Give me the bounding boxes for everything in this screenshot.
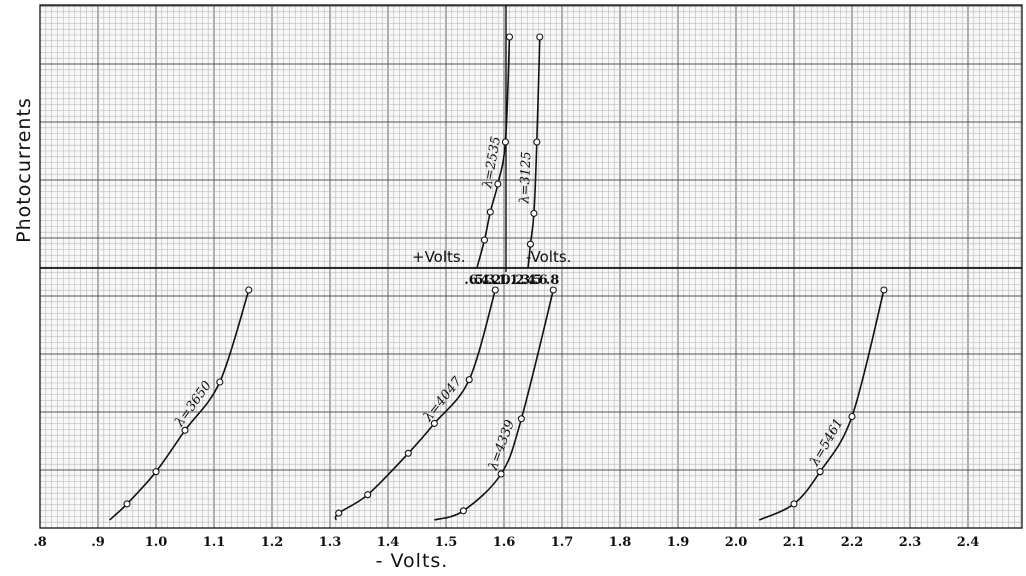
data-point [880,286,888,294]
lower-tick-label: .9 [91,535,105,550]
plot-background [40,5,1022,528]
data-point [533,138,541,146]
data-point [501,138,509,146]
upper-tick-label: .5 [528,273,542,288]
data-point [459,507,467,515]
upper-tick-label: .2 [488,273,502,288]
data-point [549,286,557,294]
upper-tick-label: .6 [464,273,478,288]
series-label: λ=3125 [517,151,534,205]
lower-tick-label: 1.5 [435,535,458,550]
tick-labels: .6.5.4.3.2.10.1.2.3.4.5.6.8.8.9 1.0 1.1 1.2… [33,273,979,550]
lower-tick-label: 1.6 [493,535,516,550]
lower-tick-label: 2.1 [783,535,806,550]
lower-tick-label: 1.2 [261,535,284,550]
upper-tick-label: .3 [482,273,496,288]
lower-tick-label: 2.3 [899,535,922,550]
lower-tick-label: 2.4 [957,535,980,550]
data-point [480,236,489,244]
data-point [491,286,499,294]
upper-tick-label: .3 [517,273,531,288]
data-points [123,33,888,517]
data-point [505,33,514,41]
lower-tick-label: 1.4 [377,535,400,550]
upper-tick-label: .6 [534,273,548,288]
upper-tick-label: .2 [511,273,525,288]
data-point [790,500,798,508]
minus-volts-label: -Volts. [526,248,571,266]
data-point [494,180,502,188]
lower-tick-label: 1.1 [203,535,226,550]
upper-tick-label: .4 [522,273,536,288]
data-point [536,33,544,41]
data-point [404,449,412,457]
series-line [527,36,541,269]
y-axis-title: Photocurrents [13,97,35,243]
data-point [465,376,473,384]
data-point [430,419,438,427]
lower-tick-label: 1.9 [667,535,690,550]
plus-volts-label: +Volts. [412,248,465,266]
data-point [245,286,253,294]
data-point [123,500,131,508]
data-point [848,412,856,421]
lower-tick-label: 1.7 [551,535,574,550]
lower-tick-label: 1.3 [319,535,342,550]
plot-frame [39,4,1023,529]
upper-tick-label: .1 [493,273,507,288]
lower-tick-label: 2.2 [841,535,864,550]
data-point [497,470,505,478]
lower-tick-label: 2.0 [725,535,748,550]
upper-tick-label: .4 [476,273,490,288]
upper-tick-label: 0 [501,273,510,288]
data-point [152,468,160,476]
upper-tick-label: .8 [546,273,560,288]
data-point [530,209,538,217]
data-point [816,468,824,476]
series-line [758,289,885,521]
x-axis-title: - Volts. [376,550,449,572]
data-point [486,208,494,216]
upper-tick-label: .5 [470,273,484,288]
data-point [216,378,224,386]
data-point [517,415,525,423]
data-point [181,426,189,434]
data-point [526,240,534,248]
lower-tick-label: .8 [33,535,47,550]
upper-tick-label: .1 [505,273,519,288]
data-point [335,509,343,517]
data-point [364,491,372,499]
lower-tick-label: 1.8 [609,535,632,550]
series-line [434,289,555,521]
lower-tick-label: 1.0 [145,535,168,550]
